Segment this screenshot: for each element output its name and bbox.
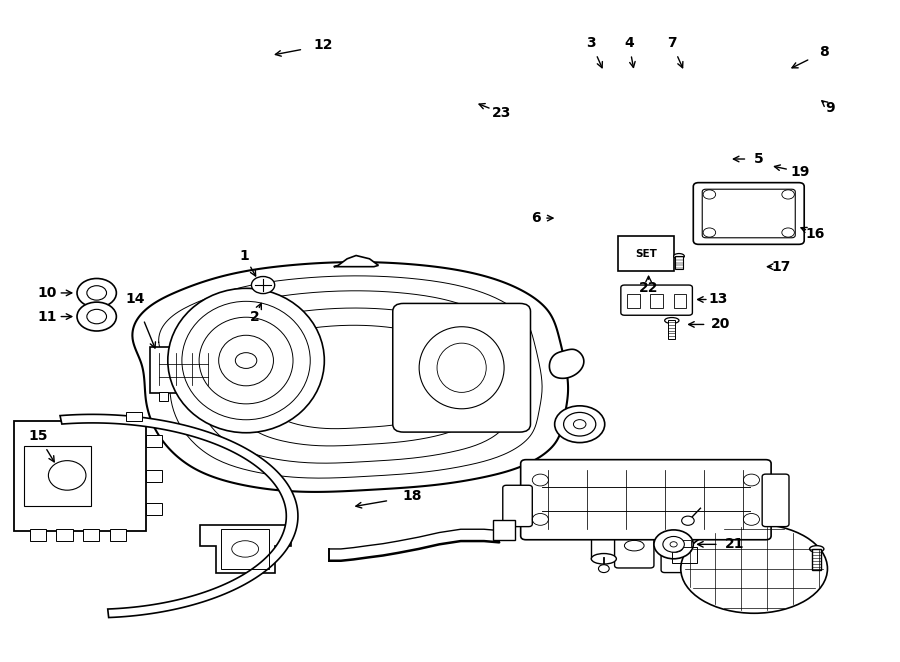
- Text: 9: 9: [825, 101, 835, 115]
- Ellipse shape: [419, 327, 504, 409]
- Bar: [146, 470, 162, 482]
- FancyBboxPatch shape: [503, 485, 532, 526]
- Circle shape: [573, 420, 586, 429]
- Text: 11: 11: [38, 310, 58, 324]
- Text: SET: SET: [634, 248, 657, 259]
- Text: 23: 23: [492, 106, 511, 120]
- FancyBboxPatch shape: [392, 303, 530, 432]
- Bar: [146, 503, 162, 515]
- Text: 17: 17: [771, 260, 790, 273]
- Polygon shape: [60, 414, 298, 618]
- Bar: [627, 293, 640, 308]
- Ellipse shape: [673, 254, 684, 259]
- Bar: [493, 520, 516, 540]
- Polygon shape: [549, 350, 584, 379]
- Text: 6: 6: [531, 211, 541, 225]
- Circle shape: [598, 565, 609, 573]
- Ellipse shape: [810, 545, 824, 552]
- FancyBboxPatch shape: [693, 183, 805, 244]
- Text: 12: 12: [313, 38, 333, 52]
- FancyBboxPatch shape: [615, 536, 654, 568]
- Circle shape: [563, 412, 596, 436]
- FancyBboxPatch shape: [688, 485, 735, 512]
- Text: 8: 8: [819, 45, 829, 59]
- Bar: [673, 293, 686, 308]
- FancyBboxPatch shape: [621, 285, 692, 315]
- Bar: [150, 348, 218, 393]
- Bar: [24, 446, 91, 506]
- Text: 10: 10: [38, 286, 58, 300]
- Bar: [668, 320, 675, 339]
- Text: 18: 18: [402, 489, 422, 503]
- Text: 19: 19: [791, 165, 810, 179]
- Text: 13: 13: [708, 293, 728, 307]
- Bar: [591, 536, 617, 559]
- Circle shape: [251, 277, 274, 293]
- Text: 15: 15: [29, 429, 49, 443]
- FancyBboxPatch shape: [762, 474, 789, 526]
- Bar: [675, 256, 682, 269]
- Bar: [146, 436, 162, 448]
- FancyBboxPatch shape: [662, 538, 707, 573]
- Text: 22: 22: [639, 281, 658, 295]
- Bar: [84, 529, 99, 541]
- Circle shape: [670, 542, 677, 547]
- Bar: [812, 549, 821, 570]
- Text: 7: 7: [667, 36, 677, 50]
- Bar: [221, 529, 269, 569]
- Polygon shape: [334, 256, 378, 267]
- Text: 21: 21: [724, 538, 744, 551]
- Bar: [678, 540, 690, 547]
- Circle shape: [654, 530, 693, 559]
- Bar: [651, 293, 663, 308]
- Bar: [671, 547, 697, 563]
- Polygon shape: [132, 262, 568, 492]
- Circle shape: [663, 536, 684, 552]
- Text: 14: 14: [125, 293, 145, 307]
- Text: 3: 3: [587, 36, 596, 50]
- Text: 20: 20: [710, 318, 730, 332]
- Bar: [57, 529, 73, 541]
- Bar: [14, 421, 146, 531]
- Text: 16: 16: [806, 227, 824, 241]
- Bar: [159, 392, 168, 401]
- Text: 5: 5: [753, 152, 763, 166]
- Bar: [110, 529, 126, 541]
- Polygon shape: [200, 525, 291, 573]
- Circle shape: [681, 516, 694, 526]
- Bar: [30, 529, 46, 541]
- Bar: [126, 412, 142, 421]
- Text: 4: 4: [624, 36, 634, 50]
- Ellipse shape: [665, 318, 679, 324]
- Text: 1: 1: [239, 248, 249, 263]
- Circle shape: [668, 540, 683, 552]
- Ellipse shape: [680, 524, 827, 613]
- Ellipse shape: [591, 532, 617, 542]
- Circle shape: [235, 353, 256, 369]
- Circle shape: [77, 279, 116, 307]
- Ellipse shape: [167, 289, 324, 433]
- Ellipse shape: [591, 553, 617, 564]
- Circle shape: [77, 302, 116, 331]
- Circle shape: [554, 406, 605, 443]
- Bar: [618, 236, 673, 271]
- Text: 2: 2: [250, 310, 260, 324]
- FancyBboxPatch shape: [521, 459, 771, 540]
